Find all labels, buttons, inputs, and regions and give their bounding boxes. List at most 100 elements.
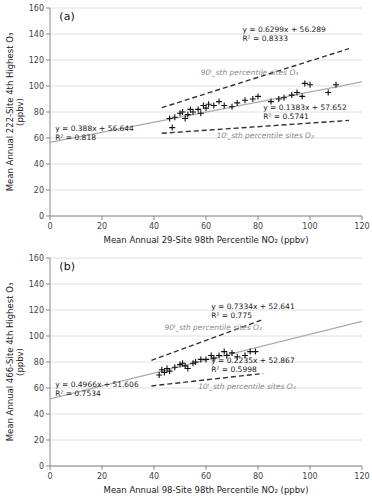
x-tick (50, 466, 51, 470)
y-tick (46, 388, 50, 389)
x-tick-label: 40 (149, 222, 159, 231)
y-tick-label: 80 (34, 358, 44, 367)
y-tick (46, 466, 50, 467)
annotation: y = 0.7334x + 52.641R² = 0.775 (211, 302, 295, 320)
y-tick (46, 216, 50, 217)
y-tick (46, 310, 50, 311)
x-tick-label: 40 (149, 472, 159, 481)
point (180, 109, 186, 115)
y-tick (46, 258, 50, 259)
point (185, 366, 191, 372)
point (172, 114, 178, 120)
x-tick-label: 100 (302, 222, 317, 231)
point (167, 116, 173, 122)
annotation-line: R² = 0.5741 (263, 112, 309, 121)
point (250, 96, 256, 102)
annotation-line: 10ᵗ˾sth percentile sites O₃ (198, 382, 296, 391)
point (185, 112, 191, 118)
y-axis-label-line: Mean Annual 466-Site 4th Highest O₃ (5, 283, 15, 442)
marks (50, 319, 362, 399)
y-tick (46, 112, 50, 113)
y-tick (46, 138, 50, 139)
panel: 020406080100120140160020406080100120Mean… (5, 4, 370, 245)
y-tick-label: 40 (34, 160, 44, 169)
point (156, 372, 162, 378)
x-tick (50, 216, 51, 220)
y-axis (50, 258, 51, 466)
x-tick-label: 120 (354, 222, 369, 231)
y-axis (50, 8, 51, 216)
grid-line (50, 86, 362, 87)
grid-line (50, 138, 362, 139)
point (299, 93, 305, 99)
grid-line (50, 466, 362, 467)
x-tick (154, 466, 155, 470)
annotation-line: y = 0.1383x + 57.652 (263, 103, 347, 112)
y-tick-label: 120 (29, 306, 44, 315)
y-tick-label: 160 (29, 254, 44, 263)
x-tick (258, 466, 259, 470)
grid-line (50, 258, 362, 259)
x-tick (154, 216, 155, 220)
annotation-line: R² = 0.7534 (55, 389, 101, 398)
y-tick (46, 8, 50, 9)
y-tick-label: 100 (29, 82, 44, 91)
y-axis-label: Mean Annual 222-Site 4th Highest O₃(ppbv… (5, 33, 25, 192)
point (294, 90, 300, 96)
y-tick-label: 60 (34, 384, 44, 393)
point (255, 93, 261, 99)
x-tick-label: 80 (253, 472, 263, 481)
annotation: y = 0.2235x + 52.867R² = 0.5998 (211, 356, 295, 374)
chart: 0 20 40 60 80 100 120 140 160 0 20 40 60 80 100 120 Mean… (0, 0, 372, 500)
grid-line (50, 190, 362, 191)
annotation-line: y = 0.6299x + 56.289 (242, 25, 326, 34)
y-axis-label-line: Mean Annual 222-Site 4th Highest O₃ (5, 33, 15, 192)
panel: 020406080100120140160020406080100120Mean… (5, 254, 370, 495)
x-tick (206, 466, 207, 470)
point (198, 356, 204, 362)
point (206, 101, 212, 107)
annotation: y = 0.6299x + 56.289R² = 0.8333 (242, 25, 326, 43)
grid-line (50, 336, 362, 337)
annotation-line: 10ᵗ˾sth percentile sites O₃ (216, 131, 314, 140)
x-axis (50, 216, 362, 217)
panel-label: (b) (59, 260, 75, 273)
x-tick-label: 0 (47, 472, 52, 481)
annotation-line: 90ᵗ˾sth percentile sites O₃ (201, 68, 299, 77)
x-tick-label: 120 (354, 472, 369, 481)
point (167, 368, 173, 374)
panel-label: (a) (59, 10, 74, 23)
y-tick-label: 120 (29, 56, 44, 65)
x-tick-label: 20 (97, 472, 107, 481)
point (221, 103, 227, 109)
y-tick-label: 60 (34, 134, 44, 143)
point (333, 82, 339, 88)
point (211, 103, 217, 109)
annotation: y = 0.1383x + 57.652R² = 0.5741 (263, 103, 347, 121)
grid-line (50, 310, 362, 311)
point (242, 97, 248, 103)
point (234, 100, 240, 106)
grid-line (50, 414, 362, 415)
y-tick-label: 140 (29, 30, 44, 39)
grid-line (50, 164, 362, 165)
y-tick-label: 80 (34, 108, 44, 117)
y-tick (46, 60, 50, 61)
point (302, 80, 308, 86)
y-tick-label: 40 (34, 410, 44, 419)
y-tick-label: 100 (29, 332, 44, 341)
point (172, 364, 178, 370)
point (307, 82, 313, 88)
annotation-line: R² = 0.8333 (242, 34, 288, 43)
fit-line (162, 49, 349, 108)
annotation-line: R² = 0.775 (211, 311, 252, 320)
x-axis-label: Mean Annual 29-Site 98th Percentile NO₂ … (104, 235, 309, 245)
x-tick (362, 216, 363, 220)
y-tick-label: 20 (34, 436, 44, 445)
x-tick-label: 0 (47, 222, 52, 231)
annotation-line: y = 0.2235x + 52.867 (211, 356, 295, 365)
marks (50, 49, 362, 143)
x-axis-label: Mean Annual 98-Site 98th Percentile NO₂ … (104, 485, 309, 495)
fit-line (50, 82, 362, 143)
y-tick (46, 440, 50, 441)
